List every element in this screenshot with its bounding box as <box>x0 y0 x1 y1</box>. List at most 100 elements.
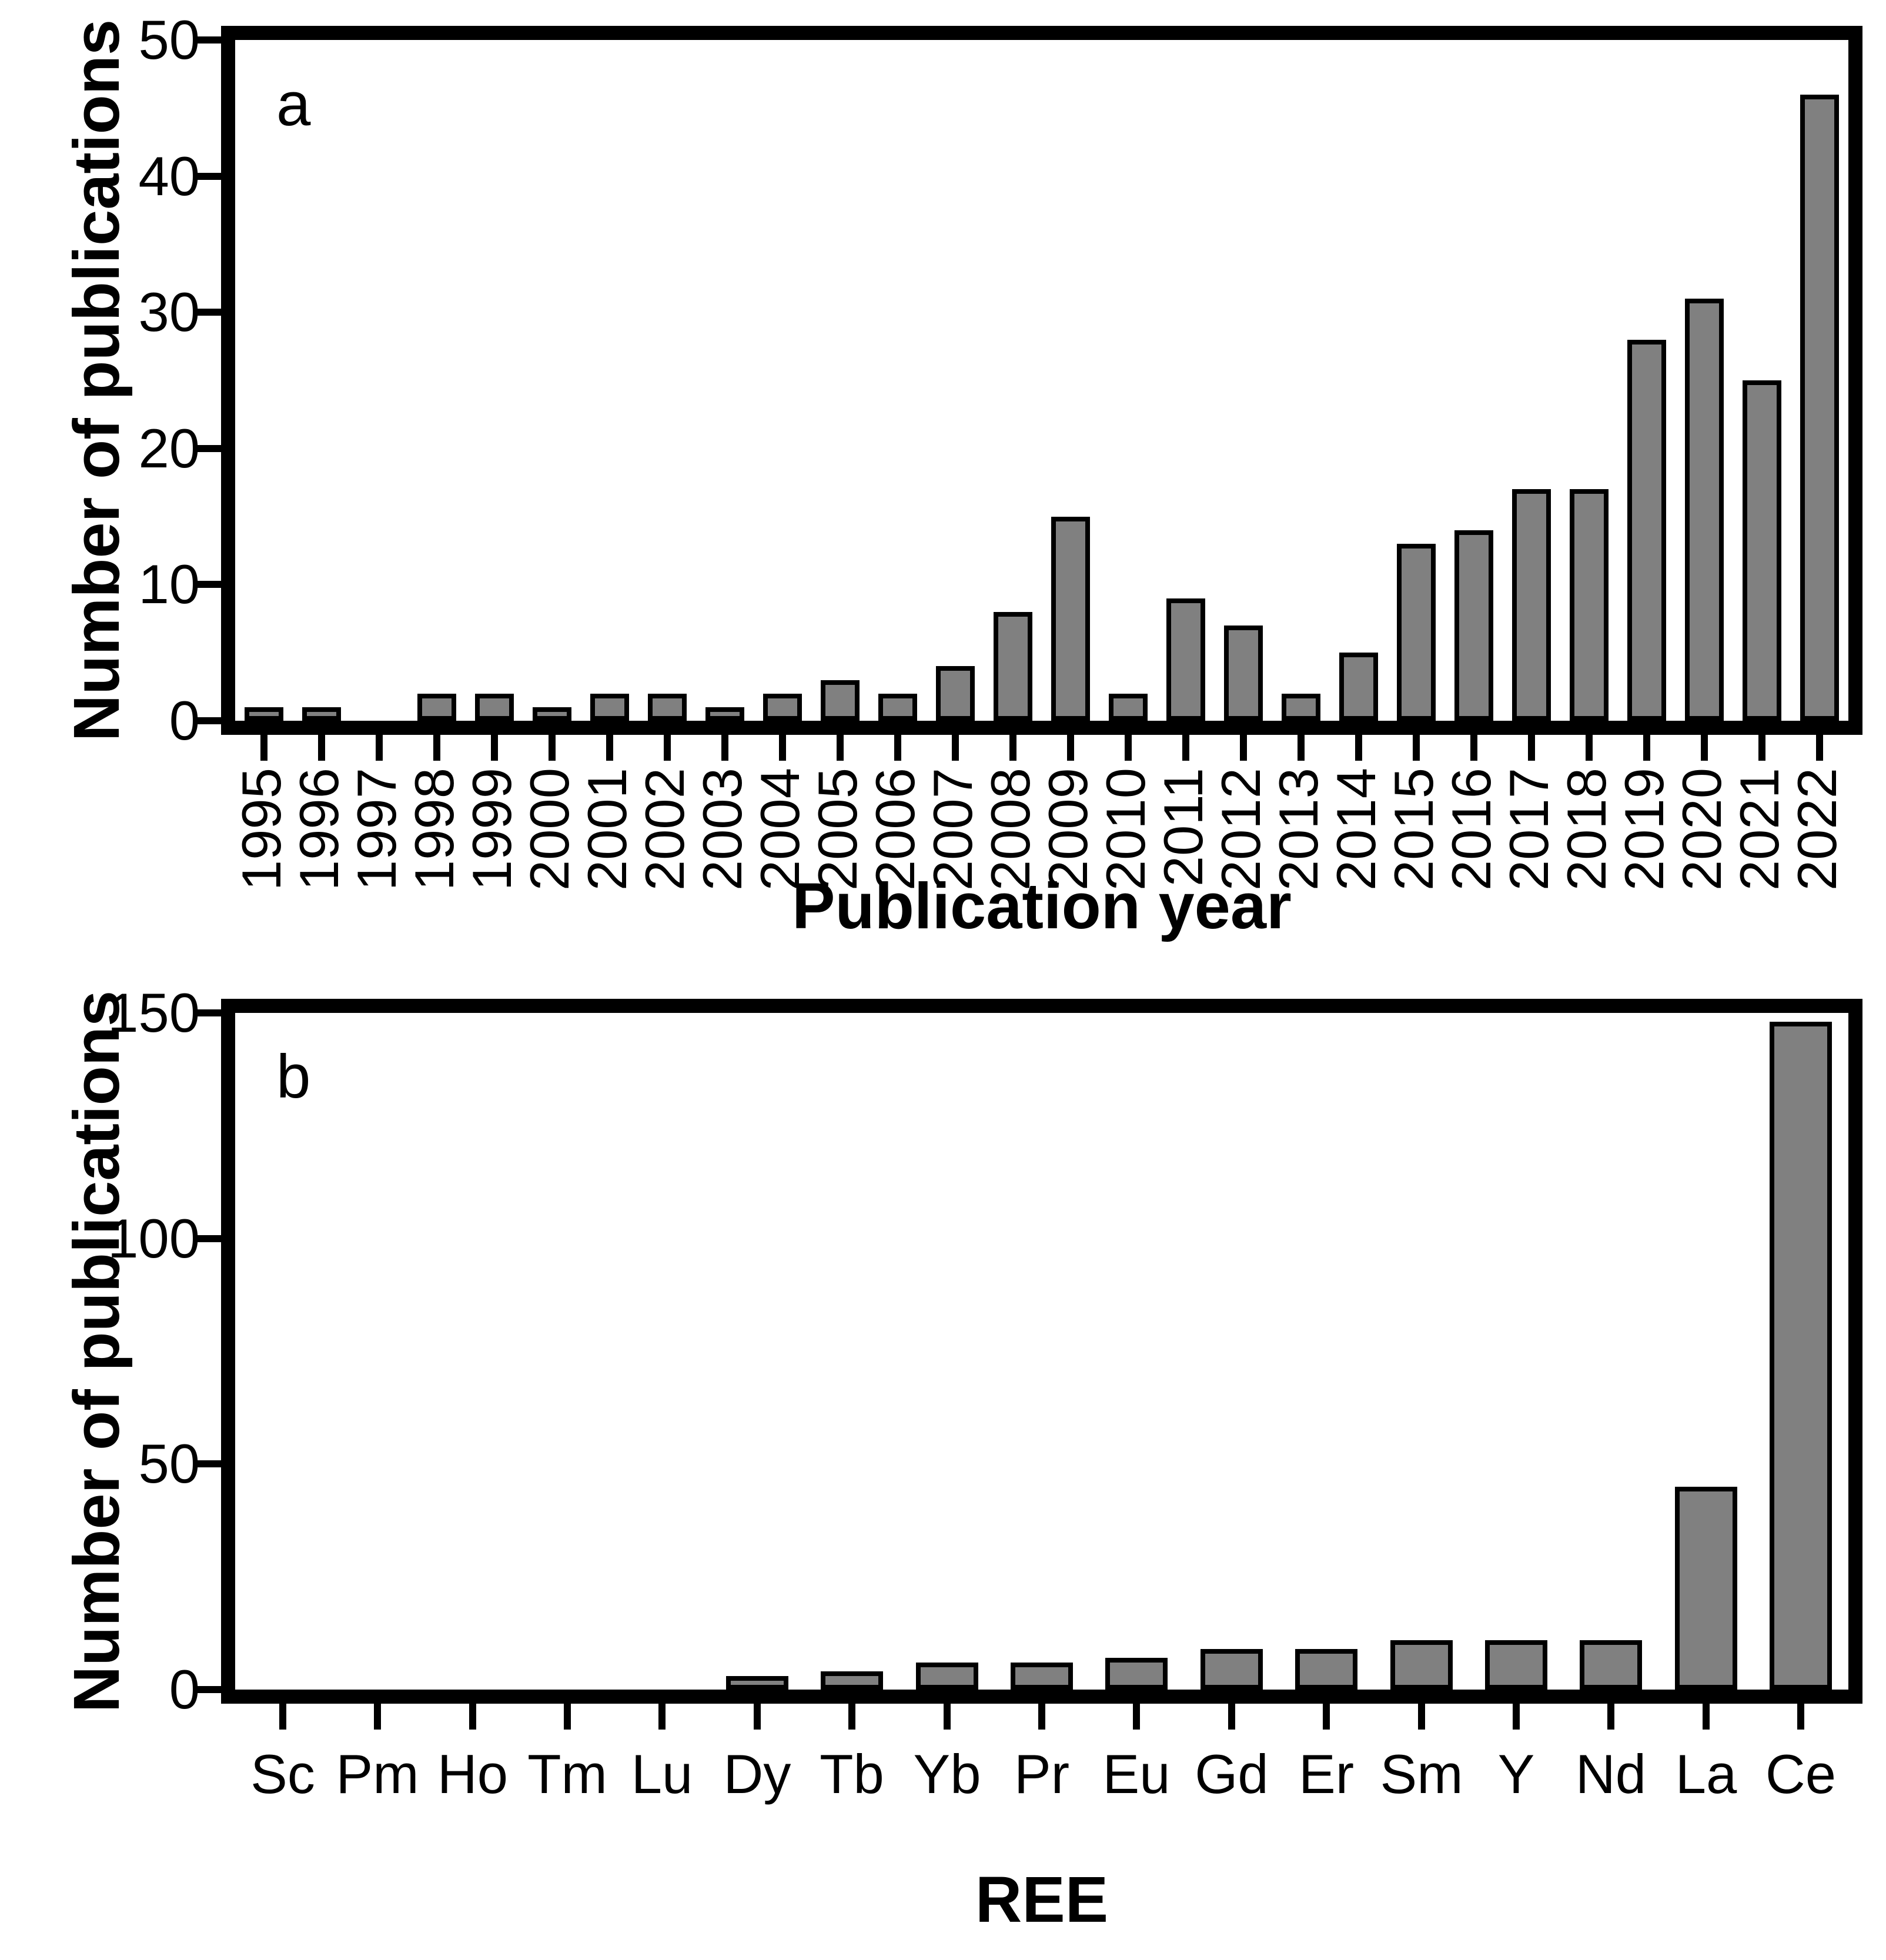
bar-b-Er <box>1295 1649 1357 1690</box>
x-tick-label-b-Ho: Ho <box>437 1743 509 1805</box>
x-tick-b-Pm <box>374 1704 381 1730</box>
y-tick-label-b-150: 150 <box>108 982 200 1043</box>
x-tick-b-Tb <box>848 1704 855 1730</box>
bar-b-Sm <box>1390 1640 1453 1690</box>
bar-b-Yb <box>916 1663 978 1690</box>
x-tick-label-b-Eu: Eu <box>1102 1743 1171 1805</box>
y-tick-a-0 <box>195 717 221 724</box>
bar-a-2001 <box>590 694 629 721</box>
y-tick-a-20 <box>195 444 221 452</box>
x-tick-a-1998 <box>433 735 440 761</box>
x-tick-label-b-Pr: Pr <box>1014 1743 1069 1805</box>
y-tick-label-a-0: 0 <box>169 690 200 751</box>
x-tick-b-La <box>1703 1704 1710 1730</box>
x-tick-b-Sc <box>279 1704 286 1730</box>
bar-a-1998 <box>417 694 456 721</box>
y-tick-label-b-50: 50 <box>138 1433 200 1495</box>
bar-a-2019 <box>1627 340 1666 721</box>
bar-a-2016 <box>1454 530 1493 721</box>
bar-b-Gd <box>1201 1649 1263 1690</box>
bar-b-Eu <box>1105 1658 1168 1690</box>
x-axis-title-b: REE <box>975 1864 1109 1936</box>
panel-letter-b: b <box>276 1042 311 1111</box>
x-tick-a-2011 <box>1182 735 1189 761</box>
bar-a-2005 <box>821 680 860 721</box>
x-tick-b-Ce <box>1797 1704 1804 1730</box>
x-tick-label-b-Gd: Gd <box>1195 1743 1269 1805</box>
x-tick-b-Nd <box>1607 1704 1614 1730</box>
x-tick-label-b-Tb: Tb <box>820 1743 884 1805</box>
bar-a-2022 <box>1800 95 1839 721</box>
x-tick-a-2000 <box>549 735 556 761</box>
x-tick-a-2022 <box>1816 735 1823 761</box>
bar-a-2006 <box>878 694 917 721</box>
x-tick-a-2002 <box>664 735 671 761</box>
bar-b-La <box>1675 1487 1737 1690</box>
x-tick-label-b-Ce: Ce <box>1765 1743 1837 1805</box>
bar-a-2004 <box>763 694 802 721</box>
y-axis-title-b: Number of publications <box>61 990 133 1713</box>
x-tick-a-2006 <box>894 735 901 761</box>
x-tick-b-Y <box>1513 1704 1520 1730</box>
y-tick-b-0 <box>195 1686 221 1693</box>
bar-a-2021 <box>1743 380 1781 721</box>
x-tick-b-Sm <box>1418 1704 1425 1730</box>
x-tick-a-1996 <box>318 735 325 761</box>
x-tick-a-2004 <box>779 735 786 761</box>
x-tick-b-Lu <box>658 1704 666 1730</box>
x-tick-a-2019 <box>1643 735 1650 761</box>
bar-a-2014 <box>1339 653 1378 721</box>
y-axis-title-a: Number of publications <box>61 19 133 742</box>
y-tick-label-a-50: 50 <box>138 9 200 71</box>
bar-a-2018 <box>1570 489 1609 721</box>
x-tick-b-Eu <box>1133 1704 1140 1730</box>
x-tick-a-2009 <box>1067 735 1074 761</box>
x-tick-a-1995 <box>260 735 267 761</box>
x-tick-label-b-Yb: Yb <box>913 1743 981 1805</box>
y-tick-b-50 <box>195 1460 221 1468</box>
bar-b-Dy <box>726 1676 788 1690</box>
x-tick-a-2008 <box>1009 735 1016 761</box>
bar-a-1996 <box>302 707 341 721</box>
x-tick-label-b-Nd: Nd <box>1575 1743 1647 1805</box>
x-tick-b-Dy <box>754 1704 761 1730</box>
bar-b-Y <box>1485 1640 1547 1690</box>
x-tick-a-1997 <box>376 735 383 761</box>
y-tick-label-a-20: 20 <box>138 417 200 479</box>
x-tick-a-2018 <box>1586 735 1593 761</box>
x-tick-a-2012 <box>1240 735 1247 761</box>
bar-a-2013 <box>1282 694 1320 721</box>
x-tick-b-Tm <box>564 1704 571 1730</box>
bar-a-2007 <box>936 666 975 721</box>
x-tick-a-1999 <box>491 735 498 761</box>
bar-a-2012 <box>1224 626 1263 721</box>
x-tick-a-2021 <box>1758 735 1765 761</box>
bar-a-2015 <box>1397 544 1436 721</box>
bar-b-Pr <box>1011 1663 1073 1690</box>
x-tick-label-b-Sc: Sc <box>250 1743 315 1805</box>
x-tick-a-2013 <box>1298 735 1305 761</box>
x-tick-label-b-Er: Er <box>1299 1743 1354 1805</box>
x-tick-a-2001 <box>606 735 613 761</box>
y-tick-b-100 <box>195 1235 221 1242</box>
y-tick-label-a-10: 10 <box>138 553 200 616</box>
x-tick-a-2017 <box>1528 735 1535 761</box>
x-tick-label-b-Pm: Pm <box>336 1743 419 1805</box>
bar-a-1995 <box>245 707 283 721</box>
x-tick-a-2020 <box>1701 735 1708 761</box>
bar-a-2008 <box>994 612 1032 721</box>
x-tick-a-2007 <box>952 735 959 761</box>
y-tick-b-150 <box>195 1009 221 1016</box>
bar-a-2003 <box>705 707 744 721</box>
x-tick-b-Er <box>1323 1704 1330 1730</box>
y-tick-a-40 <box>195 172 221 180</box>
bar-a-1999 <box>475 694 514 721</box>
bar-b-Ce <box>1770 1022 1832 1690</box>
x-tick-label-b-Dy: Dy <box>723 1743 791 1805</box>
x-tick-b-Ho <box>469 1704 476 1730</box>
x-tick-b-Gd <box>1228 1704 1235 1730</box>
bar-a-2000 <box>533 707 571 721</box>
y-tick-label-a-30: 30 <box>138 281 200 343</box>
x-tick-a-2015 <box>1413 735 1420 761</box>
